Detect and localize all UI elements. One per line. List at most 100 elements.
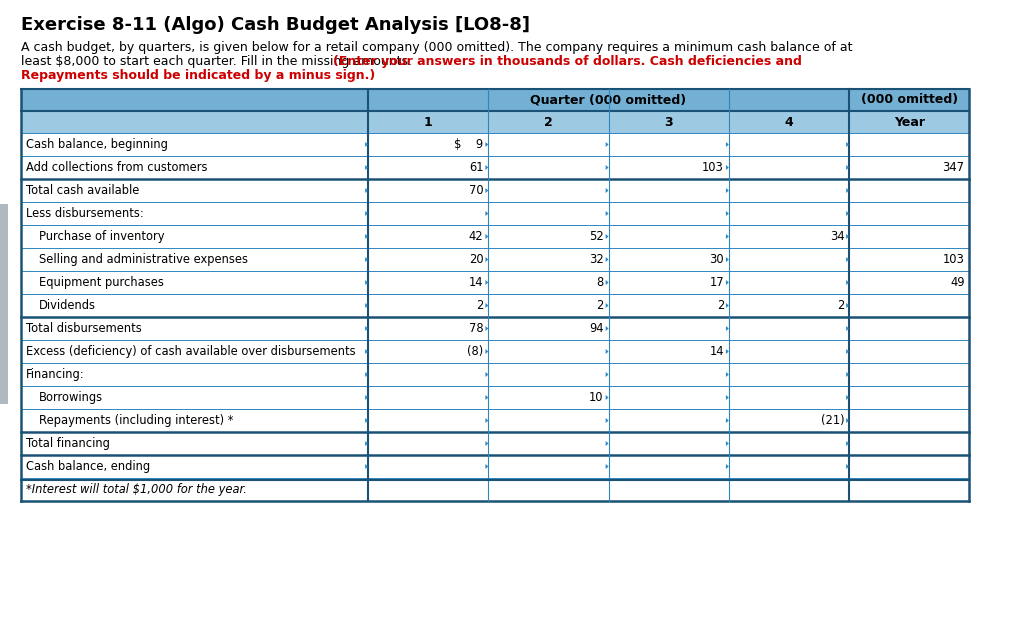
Polygon shape: [846, 234, 850, 239]
Text: (000 omitted): (000 omitted): [861, 94, 957, 107]
Text: Selling and administrative expenses: Selling and administrative expenses: [39, 253, 249, 266]
Polygon shape: [846, 142, 850, 147]
Polygon shape: [726, 418, 728, 423]
Text: Borrowings: Borrowings: [39, 391, 104, 404]
Polygon shape: [365, 211, 368, 216]
Bar: [0, 204, 7, 404]
Text: Financing:: Financing:: [26, 368, 85, 381]
Text: (21): (21): [821, 414, 844, 427]
Polygon shape: [846, 303, 850, 308]
Polygon shape: [606, 372, 608, 377]
Polygon shape: [726, 326, 728, 331]
Polygon shape: [606, 418, 608, 423]
Text: $    9: $ 9: [455, 138, 484, 151]
Bar: [21, 432, 970, 455]
Polygon shape: [486, 188, 488, 193]
Polygon shape: [486, 464, 488, 469]
Bar: [21, 409, 970, 432]
Bar: [21, 111, 970, 133]
Text: 70: 70: [469, 184, 484, 197]
Polygon shape: [726, 211, 728, 216]
Polygon shape: [365, 142, 368, 147]
Text: 52: 52: [589, 230, 604, 243]
Polygon shape: [846, 165, 850, 170]
Polygon shape: [726, 234, 728, 239]
Text: 34: 34: [830, 230, 844, 243]
Text: 10: 10: [589, 391, 604, 404]
Polygon shape: [726, 142, 728, 147]
Polygon shape: [365, 280, 368, 285]
Text: 8: 8: [597, 276, 604, 289]
Polygon shape: [726, 280, 728, 285]
Text: Total disbursements: Total disbursements: [26, 322, 142, 335]
Text: 14: 14: [710, 345, 724, 358]
Text: Total cash available: Total cash available: [26, 184, 139, 197]
Polygon shape: [726, 188, 728, 193]
Polygon shape: [846, 349, 850, 354]
Polygon shape: [726, 441, 728, 446]
Text: 17: 17: [710, 276, 724, 289]
Polygon shape: [606, 395, 608, 400]
Bar: [21, 179, 970, 202]
Polygon shape: [365, 349, 368, 354]
Polygon shape: [606, 142, 608, 147]
Text: 20: 20: [469, 253, 484, 266]
Bar: [21, 363, 970, 386]
Polygon shape: [486, 418, 488, 423]
Polygon shape: [846, 257, 850, 262]
Polygon shape: [606, 464, 608, 469]
Polygon shape: [726, 165, 728, 170]
Text: 78: 78: [469, 322, 484, 335]
Polygon shape: [486, 211, 488, 216]
Text: 94: 94: [589, 322, 604, 335]
Text: (Enter your answers in thousands of dollars. Cash deficiencies and: (Enter your answers in thousands of doll…: [333, 55, 802, 68]
Polygon shape: [606, 257, 608, 262]
Text: Excess (deficiency) of cash available over disbursements: Excess (deficiency) of cash available ov…: [26, 345, 355, 358]
Polygon shape: [606, 211, 608, 216]
Polygon shape: [606, 326, 608, 331]
Polygon shape: [365, 395, 368, 400]
Polygon shape: [365, 372, 368, 377]
Text: 4: 4: [784, 115, 794, 129]
Polygon shape: [486, 326, 488, 331]
Polygon shape: [606, 234, 608, 239]
Text: Less disbursements:: Less disbursements:: [26, 207, 144, 220]
Polygon shape: [486, 303, 488, 308]
Polygon shape: [365, 257, 368, 262]
Text: A cash budget, by quarters, is given below for a retail company (000 omitted). T: A cash budget, by quarters, is given bel…: [21, 41, 853, 54]
Polygon shape: [846, 441, 850, 446]
Bar: [21, 202, 970, 225]
Bar: [21, 386, 970, 409]
Polygon shape: [486, 142, 488, 147]
Text: 30: 30: [710, 253, 724, 266]
Polygon shape: [726, 257, 728, 262]
Text: Cash balance, beginning: Cash balance, beginning: [26, 138, 168, 151]
Polygon shape: [846, 188, 850, 193]
Polygon shape: [846, 326, 850, 331]
Text: Repayments (including interest) *: Repayments (including interest) *: [39, 414, 233, 427]
Polygon shape: [486, 372, 488, 377]
Polygon shape: [486, 234, 488, 239]
Polygon shape: [365, 234, 368, 239]
Polygon shape: [606, 280, 608, 285]
Polygon shape: [486, 165, 488, 170]
Polygon shape: [846, 372, 850, 377]
Polygon shape: [486, 349, 488, 354]
Text: Quarter (000 omitted): Quarter (000 omitted): [530, 94, 687, 107]
Text: 61: 61: [469, 161, 484, 174]
Polygon shape: [846, 280, 850, 285]
Text: *Interest will total $1,000 for the year.: *Interest will total $1,000 for the year…: [26, 483, 247, 496]
Bar: [21, 455, 970, 478]
Polygon shape: [846, 211, 850, 216]
Bar: [21, 156, 970, 179]
Bar: [21, 294, 970, 317]
Polygon shape: [726, 372, 728, 377]
Text: Total financing: Total financing: [26, 437, 110, 450]
Text: 3: 3: [664, 115, 673, 129]
Polygon shape: [365, 464, 368, 469]
Bar: [21, 271, 970, 294]
Polygon shape: [846, 464, 850, 469]
Polygon shape: [486, 280, 488, 285]
Polygon shape: [365, 418, 368, 423]
Polygon shape: [726, 464, 728, 469]
